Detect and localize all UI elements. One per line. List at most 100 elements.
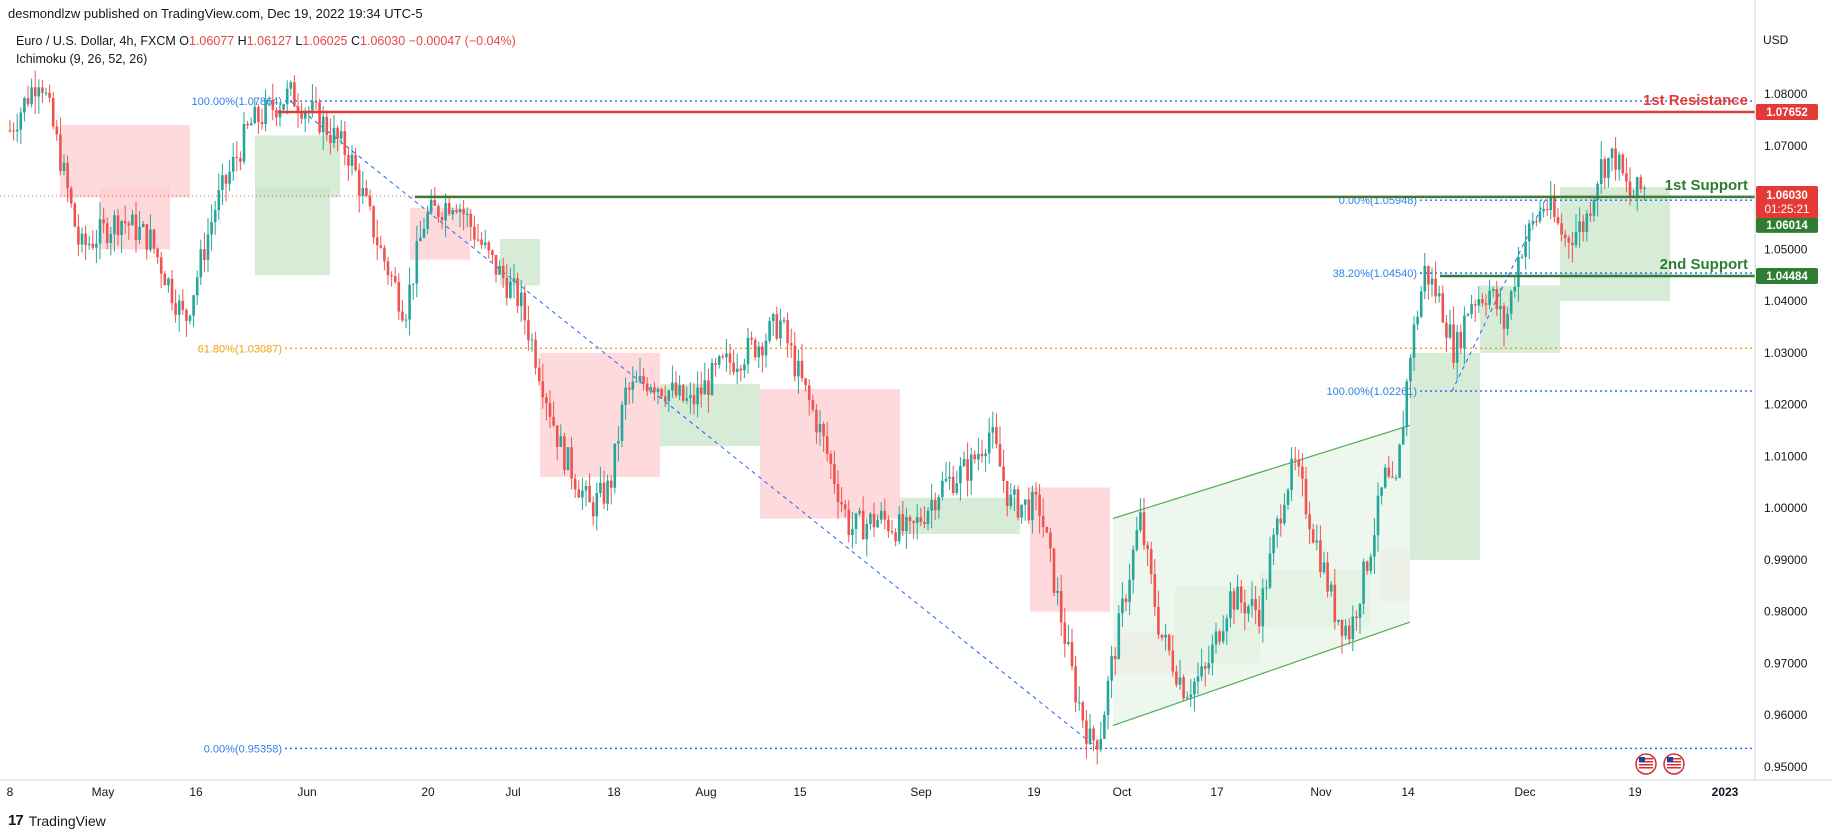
- candle-body: [545, 397, 548, 404]
- candle-body: [671, 382, 674, 391]
- candle-body: [422, 228, 426, 238]
- candle-body: [138, 226, 141, 241]
- candle-body: [1520, 256, 1524, 258]
- candle-body: [282, 104, 285, 110]
- candle-body: [149, 229, 152, 250]
- candle-body: [1419, 291, 1423, 317]
- candle-body: [1567, 237, 1571, 243]
- channel-upper-line[interactable]: [1112, 424, 1411, 520]
- footer-brand[interactable]: TradingView: [28, 812, 106, 829]
- candle-body: [1038, 494, 1041, 516]
- candle-body: [134, 214, 138, 241]
- candle-body: [1077, 702, 1081, 704]
- currency-label: USD: [1763, 33, 1789, 47]
- candle-body: [840, 501, 843, 505]
- candle-body: [1193, 681, 1196, 695]
- price-tag-text: 1.04484: [1766, 271, 1808, 283]
- candle-body: [1239, 586, 1243, 603]
- candle-body: [120, 221, 123, 236]
- candle-body: [1135, 530, 1139, 550]
- candle-body: [123, 221, 127, 224]
- channel-lower-line[interactable]: [1112, 621, 1411, 727]
- candle-body: [959, 466, 962, 484]
- candle-body: [1257, 610, 1261, 627]
- time-axis[interactable]: 8 May 16 Jun 20 Jul 18 Aug 15 Sep 19 Oct 17 Nov 14 Dec 1…: [0, 779, 1832, 799]
- candle-body: [703, 380, 707, 395]
- candle-body: [1391, 476, 1394, 478]
- candle-body: [336, 127, 339, 139]
- candle-body: [239, 158, 242, 162]
- candle-body: [102, 219, 105, 224]
- candle-body: [73, 203, 77, 227]
- candle-body: [1477, 299, 1481, 306]
- us-flag-icon[interactable]: [1635, 753, 1657, 775]
- candle-body: [609, 480, 613, 488]
- candle-body: [1049, 532, 1052, 549]
- candle-body: [15, 129, 19, 132]
- us-flag-icon[interactable]: [1663, 753, 1685, 775]
- fib-level-label: 61.80%(1.03087): [198, 343, 282, 355]
- symbol-legend[interactable]: Euro / U.S. Dollar, 4h, FXCM O1.06077 H1…: [16, 34, 516, 48]
- candle-body: [1211, 644, 1214, 663]
- candle-body: [145, 223, 149, 250]
- ascending-channel[interactable]: [1112, 424, 1411, 727]
- candle-body: [865, 523, 869, 540]
- fib-retracements[interactable]: 100.00%(1.07864) 61.80%(1.03087) 0.00%(0.9…: [191, 96, 1755, 755]
- economic-events[interactable]: [1635, 753, 1685, 775]
- candle-body: [1002, 466, 1005, 482]
- fib-trend-line-a[interactable]: [289, 100, 1099, 749]
- candle-body: [217, 189, 221, 211]
- time-tick-label: 18: [607, 785, 621, 799]
- candle-body: [51, 97, 55, 127]
- candle-body: [930, 500, 933, 511]
- candle-body: [962, 459, 966, 467]
- time-tick-label: 15: [793, 785, 807, 799]
- candle-body: [170, 278, 174, 304]
- candle-body: [1164, 634, 1167, 638]
- candle-body: [1142, 512, 1146, 545]
- candle-body: [224, 175, 228, 184]
- symbol-name[interactable]: Euro / U.S. Dollar, 4h, FXCM: [16, 34, 176, 48]
- candle-body: [1214, 631, 1218, 645]
- candle-body: [26, 98, 30, 105]
- candle-body: [606, 480, 609, 504]
- price-tick-label: 1.04000: [1764, 294, 1808, 308]
- candle-body: [851, 528, 854, 536]
- candle-body: [642, 376, 645, 384]
- resistance-price-tag: [1756, 104, 1818, 121]
- candle-body: [966, 459, 969, 481]
- candle-body: [1589, 213, 1592, 216]
- cloud-bearish: [760, 389, 900, 519]
- candle-body: [523, 292, 527, 321]
- candle-body: [267, 99, 271, 101]
- candle-body: [1182, 677, 1185, 699]
- candle-body: [717, 356, 721, 365]
- candle-body: [1459, 331, 1463, 349]
- candle-body: [429, 200, 433, 213]
- candle-body: [1085, 720, 1088, 744]
- horizontal-levels[interactable]: 1st Resistance 1st Support 2nd Support: [0, 92, 1755, 278]
- candle-body: [1599, 159, 1603, 185]
- candle-body: [789, 343, 793, 346]
- candle-body: [393, 275, 397, 283]
- candle-body: [512, 278, 516, 282]
- candle-body: [483, 242, 487, 245]
- indicator-legend[interactable]: Ichimoku (9, 26, 52, 26): [16, 52, 148, 66]
- candle-body: [1121, 598, 1124, 614]
- last-price-tag: [1756, 185, 1818, 218]
- time-tick-label: Nov: [1310, 785, 1331, 799]
- candle-body: [894, 532, 897, 542]
- candle-body: [206, 234, 210, 260]
- candle-body: [33, 87, 37, 97]
- candle-body: [195, 277, 199, 296]
- candle-body: [797, 360, 800, 377]
- candle-body: [1628, 181, 1632, 198]
- candle-body: [1542, 209, 1545, 212]
- candle-body: [1027, 499, 1031, 521]
- candle-body: [681, 385, 685, 401]
- candle-body: [350, 154, 354, 166]
- candle-body: [1275, 518, 1279, 535]
- time-tick-label: May: [92, 785, 115, 799]
- candle-body: [786, 320, 789, 344]
